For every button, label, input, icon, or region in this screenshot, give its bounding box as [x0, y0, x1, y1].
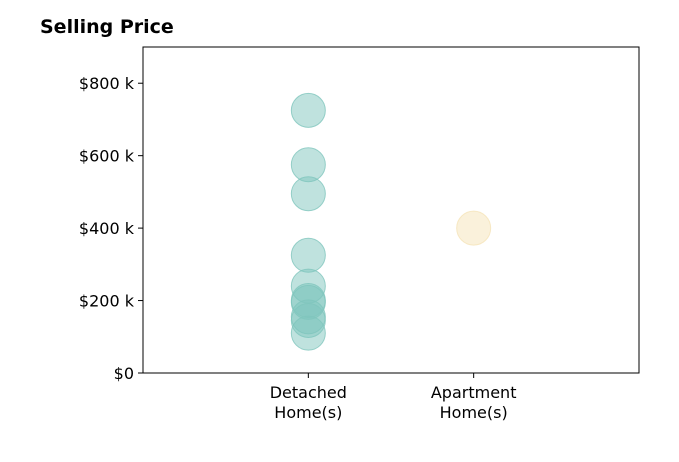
y-tick-label: $600 k: [79, 147, 135, 166]
data-point: [290, 92, 326, 128]
y-tick-label: $200 k: [79, 292, 135, 311]
y-tick-label: $0: [114, 364, 134, 383]
data-point: [290, 176, 326, 212]
y-tick-label: $800 k: [79, 74, 135, 93]
data-point: [290, 237, 326, 273]
x-tick-label: Apartment Home(s): [431, 383, 517, 422]
x-tick-label: Detached Home(s): [270, 383, 347, 422]
data-point: [456, 210, 492, 246]
x-axis: Detached Home(s) Apartment Home(s): [270, 373, 517, 422]
data-points: [290, 92, 492, 351]
chart-title: Selling Price: [40, 16, 174, 38]
y-axis: $0 $200 k $400 k $600 k $800 k: [79, 74, 143, 383]
y-tick-label: $400 k: [79, 219, 135, 238]
plot-frame: [142, 46, 640, 374]
data-point: [290, 315, 326, 351]
